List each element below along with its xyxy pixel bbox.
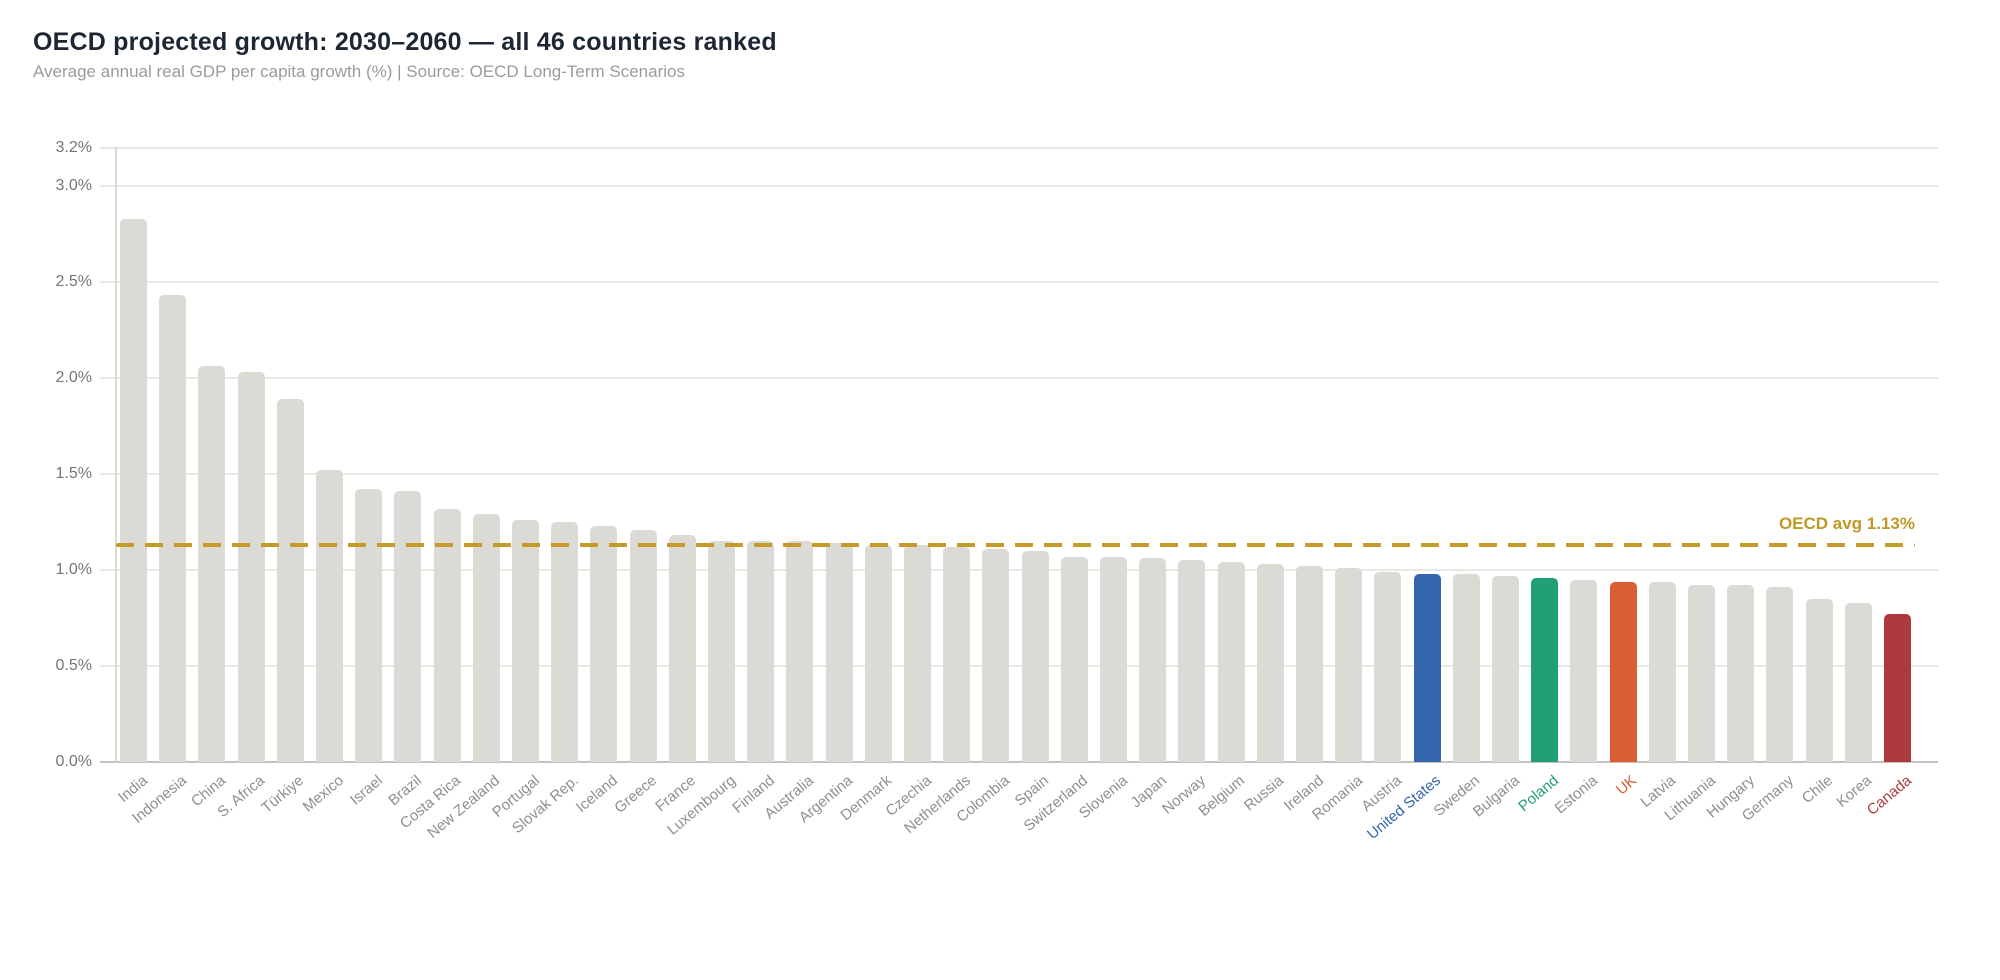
bar [355,489,383,762]
bar [1139,558,1167,762]
bar [316,470,343,762]
bar [198,366,226,762]
bar [472,514,500,762]
bar [1100,557,1127,762]
bar [786,541,814,762]
bar [668,535,696,762]
bar [1374,572,1402,762]
bar [1060,557,1088,762]
bar [1648,582,1676,762]
bar [1570,580,1598,762]
bar [1884,614,1911,762]
bar [1766,587,1794,762]
gridline [100,665,1938,667]
gridline [100,146,1938,149]
bar [708,541,735,762]
bar [904,545,931,762]
bar [1178,560,1206,762]
x-axis-line [100,761,1938,763]
bar [1531,578,1559,762]
chart-title: OECD projected growth: 2030–2060 — all 4… [33,28,777,56]
bar [1688,585,1715,762]
bar [159,295,187,762]
y-axis-tick-label: 0.0% [55,753,92,770]
gridline [100,569,1938,571]
bar [512,520,539,762]
bar [943,547,971,762]
bar [1805,599,1833,762]
bar [864,545,892,762]
bar [825,543,853,762]
bar [629,530,657,762]
bar [433,509,461,762]
bar [590,526,618,762]
gridline [100,281,1938,283]
bar [1492,576,1519,762]
y-axis-tick-label: 1.5% [55,465,92,482]
bar [1844,603,1872,762]
y-axis-tick-label: 2.5% [55,273,92,290]
bar [1256,564,1284,762]
bar [1452,574,1480,762]
y-axis-tick-label: 3.2% [55,138,92,156]
bar [1609,582,1637,762]
y-axis-tick-label: 1.0% [55,561,92,578]
bar [276,399,304,762]
bar [747,541,775,762]
gridline [100,473,1938,475]
bar [1296,566,1323,762]
bar [1727,585,1755,762]
bar [1021,551,1049,762]
y-axis-tick-label: 2.0% [55,369,92,386]
bar [237,372,265,762]
bar [551,522,579,762]
chart-subtitle: Average annual real GDP per capita growt… [33,62,685,81]
reference-line [116,543,1915,548]
y-axis-line [115,147,117,762]
gridline [100,377,1938,379]
reference-line-label: OECD avg 1.13% [1778,514,1915,533]
bar [1413,574,1441,762]
gridline [100,185,1938,187]
bar [1335,568,1363,762]
y-axis-tick-label: 3.0% [55,177,92,194]
bar [120,219,147,762]
y-axis-tick-label: 0.5% [55,657,92,674]
bar [394,491,422,762]
bar [982,549,1010,762]
bar [1217,562,1245,762]
